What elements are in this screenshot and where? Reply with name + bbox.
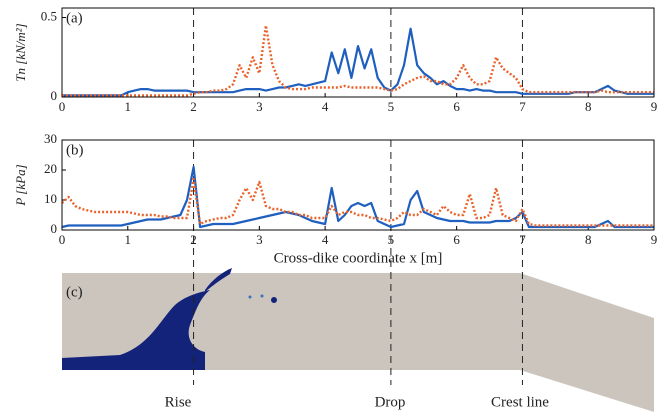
x-tick-label: 0 bbox=[59, 99, 66, 114]
y-tick-label: 0 bbox=[51, 88, 58, 103]
panel-label: (a) bbox=[66, 10, 83, 26]
y-tick-label: 10 bbox=[44, 191, 57, 206]
x-tick-label: 1 bbox=[125, 99, 132, 114]
series-line bbox=[62, 27, 654, 97]
x-tick-label: 6 bbox=[453, 232, 460, 247]
x-tick-label: 3 bbox=[256, 99, 263, 114]
plot-border bbox=[61, 7, 655, 98]
diagram: (c) bbox=[62, 268, 654, 412]
x-tick-label: 8 bbox=[585, 99, 592, 114]
droplet bbox=[260, 294, 264, 298]
panel-label: (b) bbox=[66, 142, 84, 158]
dike-body bbox=[62, 273, 654, 412]
x-tick-label: 5 bbox=[388, 99, 395, 114]
x-tick-label: 0 bbox=[59, 232, 66, 247]
marker-label: Drop bbox=[375, 394, 406, 410]
marker-label: Crest line bbox=[491, 394, 549, 410]
marker-label: Rise bbox=[165, 394, 192, 410]
plot-frame bbox=[61, 7, 655, 98]
series-line bbox=[62, 24, 654, 97]
x-tick-label: 8 bbox=[585, 232, 592, 247]
x-tick-label: 7 bbox=[519, 99, 526, 114]
x-tick-label: 2 bbox=[190, 99, 197, 114]
series-line bbox=[61, 177, 654, 227]
y-tick-label: 0 bbox=[51, 221, 58, 236]
x-tick-label: 9 bbox=[651, 99, 658, 114]
x-tick-label: 4 bbox=[322, 99, 329, 114]
y-axis-label: P [kPa] bbox=[13, 164, 28, 206]
wave bbox=[62, 290, 210, 370]
x-axis-label: Cross-dike coordinate x [m] bbox=[274, 250, 443, 266]
x-tick-label: 3 bbox=[256, 232, 263, 247]
y-tick-label: 30 bbox=[44, 131, 57, 146]
panel-label: (c) bbox=[66, 284, 83, 300]
x-tick-label: 1 bbox=[125, 232, 132, 247]
y-axis-label: Tn [kN/m²] bbox=[13, 23, 28, 81]
x-tick-label: 9 bbox=[651, 232, 658, 247]
x-tick-label: 6 bbox=[453, 99, 460, 114]
x-tick-label: 4 bbox=[322, 232, 329, 247]
droplet bbox=[271, 297, 277, 303]
y-tick-label: 0.5 bbox=[41, 9, 57, 24]
spray bbox=[205, 268, 232, 292]
plot-border bbox=[61, 139, 655, 231]
y-tick-label: 20 bbox=[44, 161, 57, 176]
series-line bbox=[61, 165, 654, 229]
plot-frame bbox=[61, 139, 655, 231]
droplet bbox=[248, 295, 252, 299]
